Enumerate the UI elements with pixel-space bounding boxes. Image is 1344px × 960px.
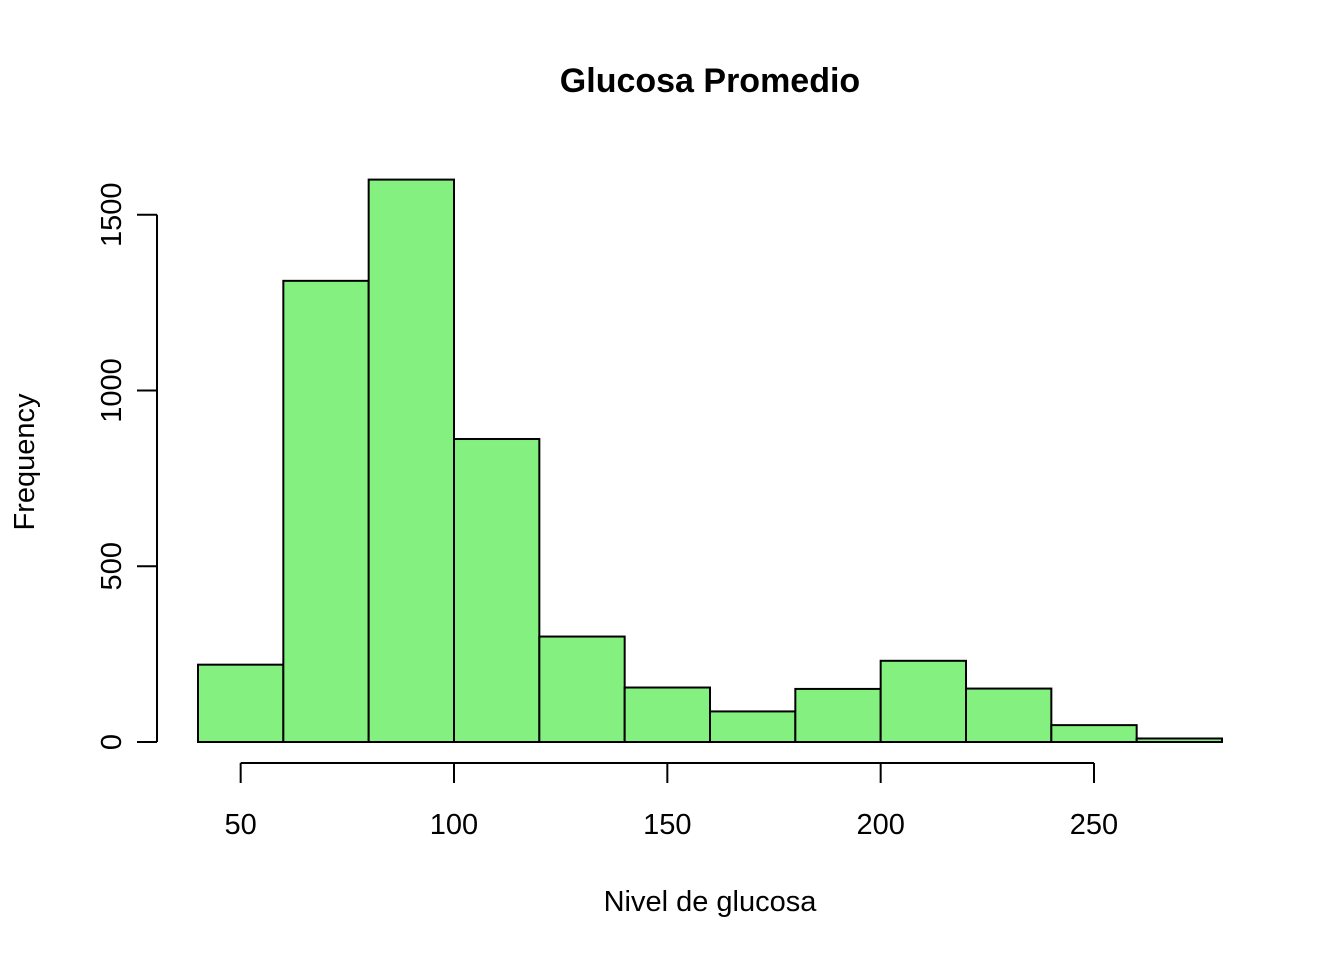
histogram-bar-220-240 [965, 687, 1053, 744]
y-tick-label-0: 0 [96, 734, 128, 750]
x-axis-label: Nivel de glucosa [604, 886, 818, 918]
histogram-bar-240-260 [1050, 724, 1138, 743]
y-tick-label-1000: 1000 [96, 358, 128, 423]
histogram-bar-120-140 [538, 635, 626, 743]
histogram-bar-180-200 [794, 687, 882, 744]
histogram-bar-140-160 [623, 686, 712, 744]
x-axis: 50 100 150 200 250 [225, 762, 1118, 841]
histogram-bar-260-280 [1135, 737, 1223, 743]
histogram-bar-80-100 [367, 178, 455, 744]
histogram-bar-100-120 [453, 438, 541, 743]
histogram-bar-160-180 [709, 710, 797, 743]
x-tick-label-200: 200 [856, 809, 904, 841]
bars-group [197, 178, 1223, 744]
x-tick-label-250: 250 [1070, 809, 1118, 841]
x-tick-label-100: 100 [430, 809, 478, 841]
chart-title: Glucosa Promedio [560, 62, 860, 100]
y-axis: 0 500 1000 1500 [96, 182, 158, 750]
histogram-bar-60-80 [282, 279, 370, 743]
y-tick-label-1500: 1500 [96, 182, 128, 247]
y-axis-label: Frequency [9, 393, 41, 531]
y-tick-label-500: 500 [96, 542, 128, 590]
x-tick-label-50: 50 [225, 809, 257, 841]
histogram-bar-200-220 [879, 659, 968, 744]
x-tick-label-150: 150 [643, 809, 691, 841]
histogram-bar-40-60 [197, 663, 285, 743]
